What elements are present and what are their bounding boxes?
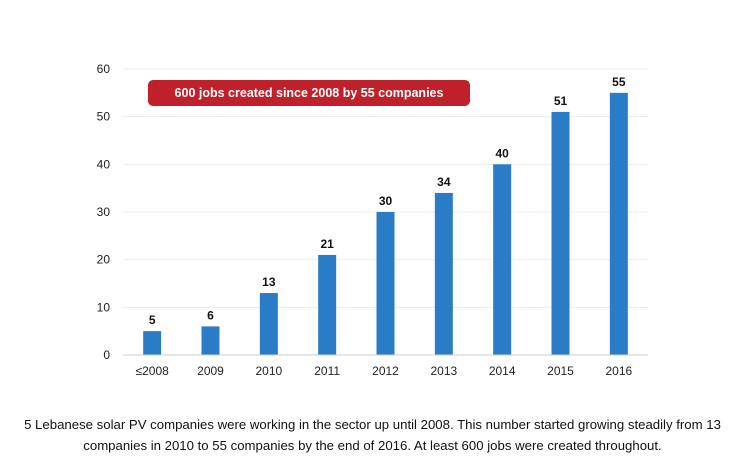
- bar: [376, 212, 395, 355]
- x-tick-label: 2012: [372, 364, 399, 378]
- y-tick-label: 30: [97, 205, 111, 219]
- bar: [259, 293, 278, 355]
- y-tick-label: 50: [97, 110, 111, 124]
- bar: [493, 164, 512, 355]
- bar-value-label: 34: [437, 175, 451, 189]
- x-tick-label: ≤2008: [136, 364, 170, 378]
- bar-value-label: 40: [495, 146, 509, 160]
- caption-line-2: companies in 2010 to 55 companies by the…: [83, 438, 662, 453]
- bar-value-label: 55: [612, 75, 626, 89]
- bar-value-label: 6: [207, 308, 214, 322]
- x-tick-label: 2009: [197, 364, 224, 378]
- y-tick-label: 40: [97, 157, 111, 171]
- annotation-banner: 600 jobs created since 2008 by 55 compan…: [148, 80, 470, 106]
- y-axis-ticks: 0 10 20 30 40 50 60: [97, 62, 111, 362]
- y-tick-label: 10: [97, 300, 111, 314]
- y-tick-label: 60: [97, 62, 111, 76]
- x-tick-label: 2014: [489, 364, 516, 378]
- bar-value-label: 30: [379, 194, 393, 208]
- x-tick-label: 2016: [605, 364, 632, 378]
- bar: [551, 111, 570, 356]
- bar-chart: 0 10 20 30 40 50 60 5 6 13 21 30 34 40 51 55 ≤2008 2009…: [97, 62, 648, 378]
- x-tick-label: 2015: [547, 364, 574, 378]
- x-tick-label: 2013: [430, 364, 457, 378]
- bar: [143, 331, 162, 355]
- y-tick-label: 20: [97, 253, 111, 267]
- bar-value-label: 21: [320, 237, 334, 251]
- x-axis-ticks: ≤2008 2009 2010 2011 2012 2013 2014 2015 2016: [136, 364, 633, 378]
- chart-caption: 5 Lebanese solar PV companies were worki…: [0, 414, 745, 456]
- x-tick-label: 2010: [255, 364, 282, 378]
- bar: [318, 254, 337, 355]
- bar-value-label: 51: [554, 94, 568, 108]
- bar: [609, 92, 628, 355]
- bar-value-label: 5: [149, 313, 156, 327]
- value-labels: 5 6 13 21 30 34 40 51 55: [149, 75, 626, 327]
- y-tick-label: 0: [103, 348, 110, 362]
- caption-line-1: 5 Lebanese solar PV companies were worki…: [24, 417, 721, 432]
- bar: [201, 326, 220, 355]
- bars: [143, 92, 628, 356]
- bar-value-label: 13: [262, 275, 276, 289]
- bar: [434, 192, 453, 355]
- x-tick-label: 2011: [314, 364, 340, 378]
